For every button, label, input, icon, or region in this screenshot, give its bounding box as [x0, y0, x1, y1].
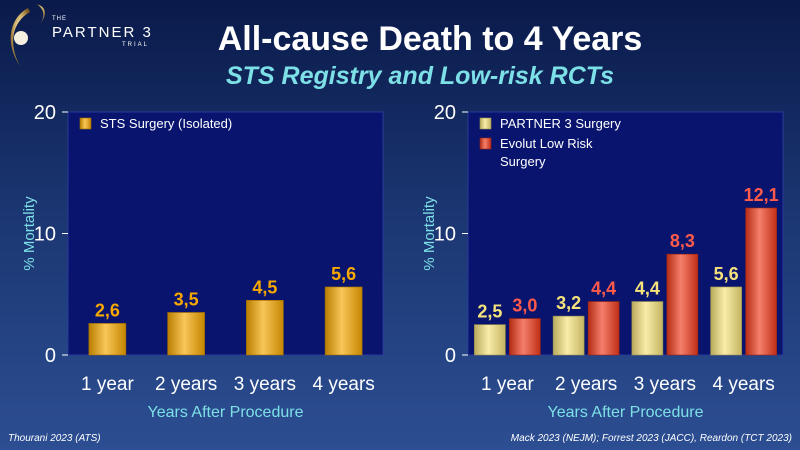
x-tick-label: 4 years: [312, 374, 374, 395]
x-tick-label: 4 years: [712, 374, 774, 395]
x-axis-label: Years After Procedure: [548, 404, 704, 421]
bar: [88, 323, 127, 356]
bar: [509, 318, 541, 356]
page-subtitle: STS Registry and Low-risk RCTs: [225, 62, 615, 90]
chart-sts-registry: 0 10 20 % Mortality 2,6 1 year 3,5 2 years 4,5 3 …: [21, 102, 384, 421]
y-axis-label: % Mortality: [421, 196, 438, 271]
bar: [666, 253, 699, 356]
heart-swoosh-icon: [10, 8, 30, 66]
x-axis-label: Years After Procedure: [148, 404, 304, 421]
partner3-logo: [10, 4, 45, 66]
x-tick-label: 2 years: [555, 374, 617, 395]
legend-label: STS Surgery (Isolated): [100, 116, 232, 131]
y-axis-label: % Mortality: [21, 196, 38, 271]
data-label: 5,6: [714, 264, 739, 284]
data-label: 3,0: [512, 296, 537, 316]
legend-label: Surgery: [500, 154, 546, 169]
bar: [324, 286, 363, 356]
bar: [552, 315, 585, 356]
x-tick-label: 1 year: [81, 374, 134, 395]
bar: [710, 286, 742, 356]
x-tick-label: 1 year: [481, 374, 534, 395]
legend-swatch: [479, 117, 492, 130]
bar: [167, 312, 205, 356]
legend-label: PARTNER 3 Surgery: [500, 116, 621, 131]
y-tick-label: 20: [34, 102, 56, 124]
data-label: 4,5: [252, 277, 277, 297]
footnote-source-left: Thourani 2023 (ATS): [8, 433, 101, 444]
data-label: 3,5: [174, 289, 199, 309]
data-label: 8,3: [670, 231, 695, 251]
y-tick-label: 0: [45, 345, 56, 367]
y-tick-label: 10: [34, 224, 56, 246]
data-label: 3,2: [556, 293, 581, 313]
brand-name: PARTNER 3: [52, 24, 153, 41]
bar: [587, 301, 620, 356]
x-tick-label: 3 years: [234, 374, 296, 395]
bar: [246, 300, 284, 356]
chart-low-risk-rcts: 0 10 20 % Mortality 2,5 3,0 1 year 3,2 4,4 2 year…: [421, 102, 784, 421]
legend-swatch: [479, 137, 492, 150]
data-label: 4,4: [591, 279, 616, 299]
bar: [745, 207, 777, 356]
data-label: 5,6: [331, 264, 356, 284]
y-tick-label: 20: [434, 102, 456, 124]
bar: [631, 301, 664, 356]
legend-label: Evolut Low Risk: [500, 136, 593, 151]
brand-the: THE: [52, 16, 67, 22]
data-label: 4,4: [635, 279, 660, 299]
page-title: All-cause Death to 4 Years: [217, 20, 643, 58]
footnote-source-right: Mack 2023 (NEJM); Forrest 2023 (JACC), R…: [510, 433, 792, 444]
bar: [474, 324, 506, 356]
brand-trial: TRIAL: [122, 42, 150, 48]
x-tick-label: 3 years: [634, 374, 696, 395]
data-label: 2,6: [95, 300, 120, 320]
legend-swatch: [79, 117, 92, 130]
data-label: 2,5: [477, 302, 502, 322]
x-tick-label: 2 years: [155, 374, 217, 395]
data-label: 12,1: [744, 185, 779, 205]
y-tick-label: 10: [434, 224, 456, 246]
y-tick-label: 0: [445, 345, 456, 367]
